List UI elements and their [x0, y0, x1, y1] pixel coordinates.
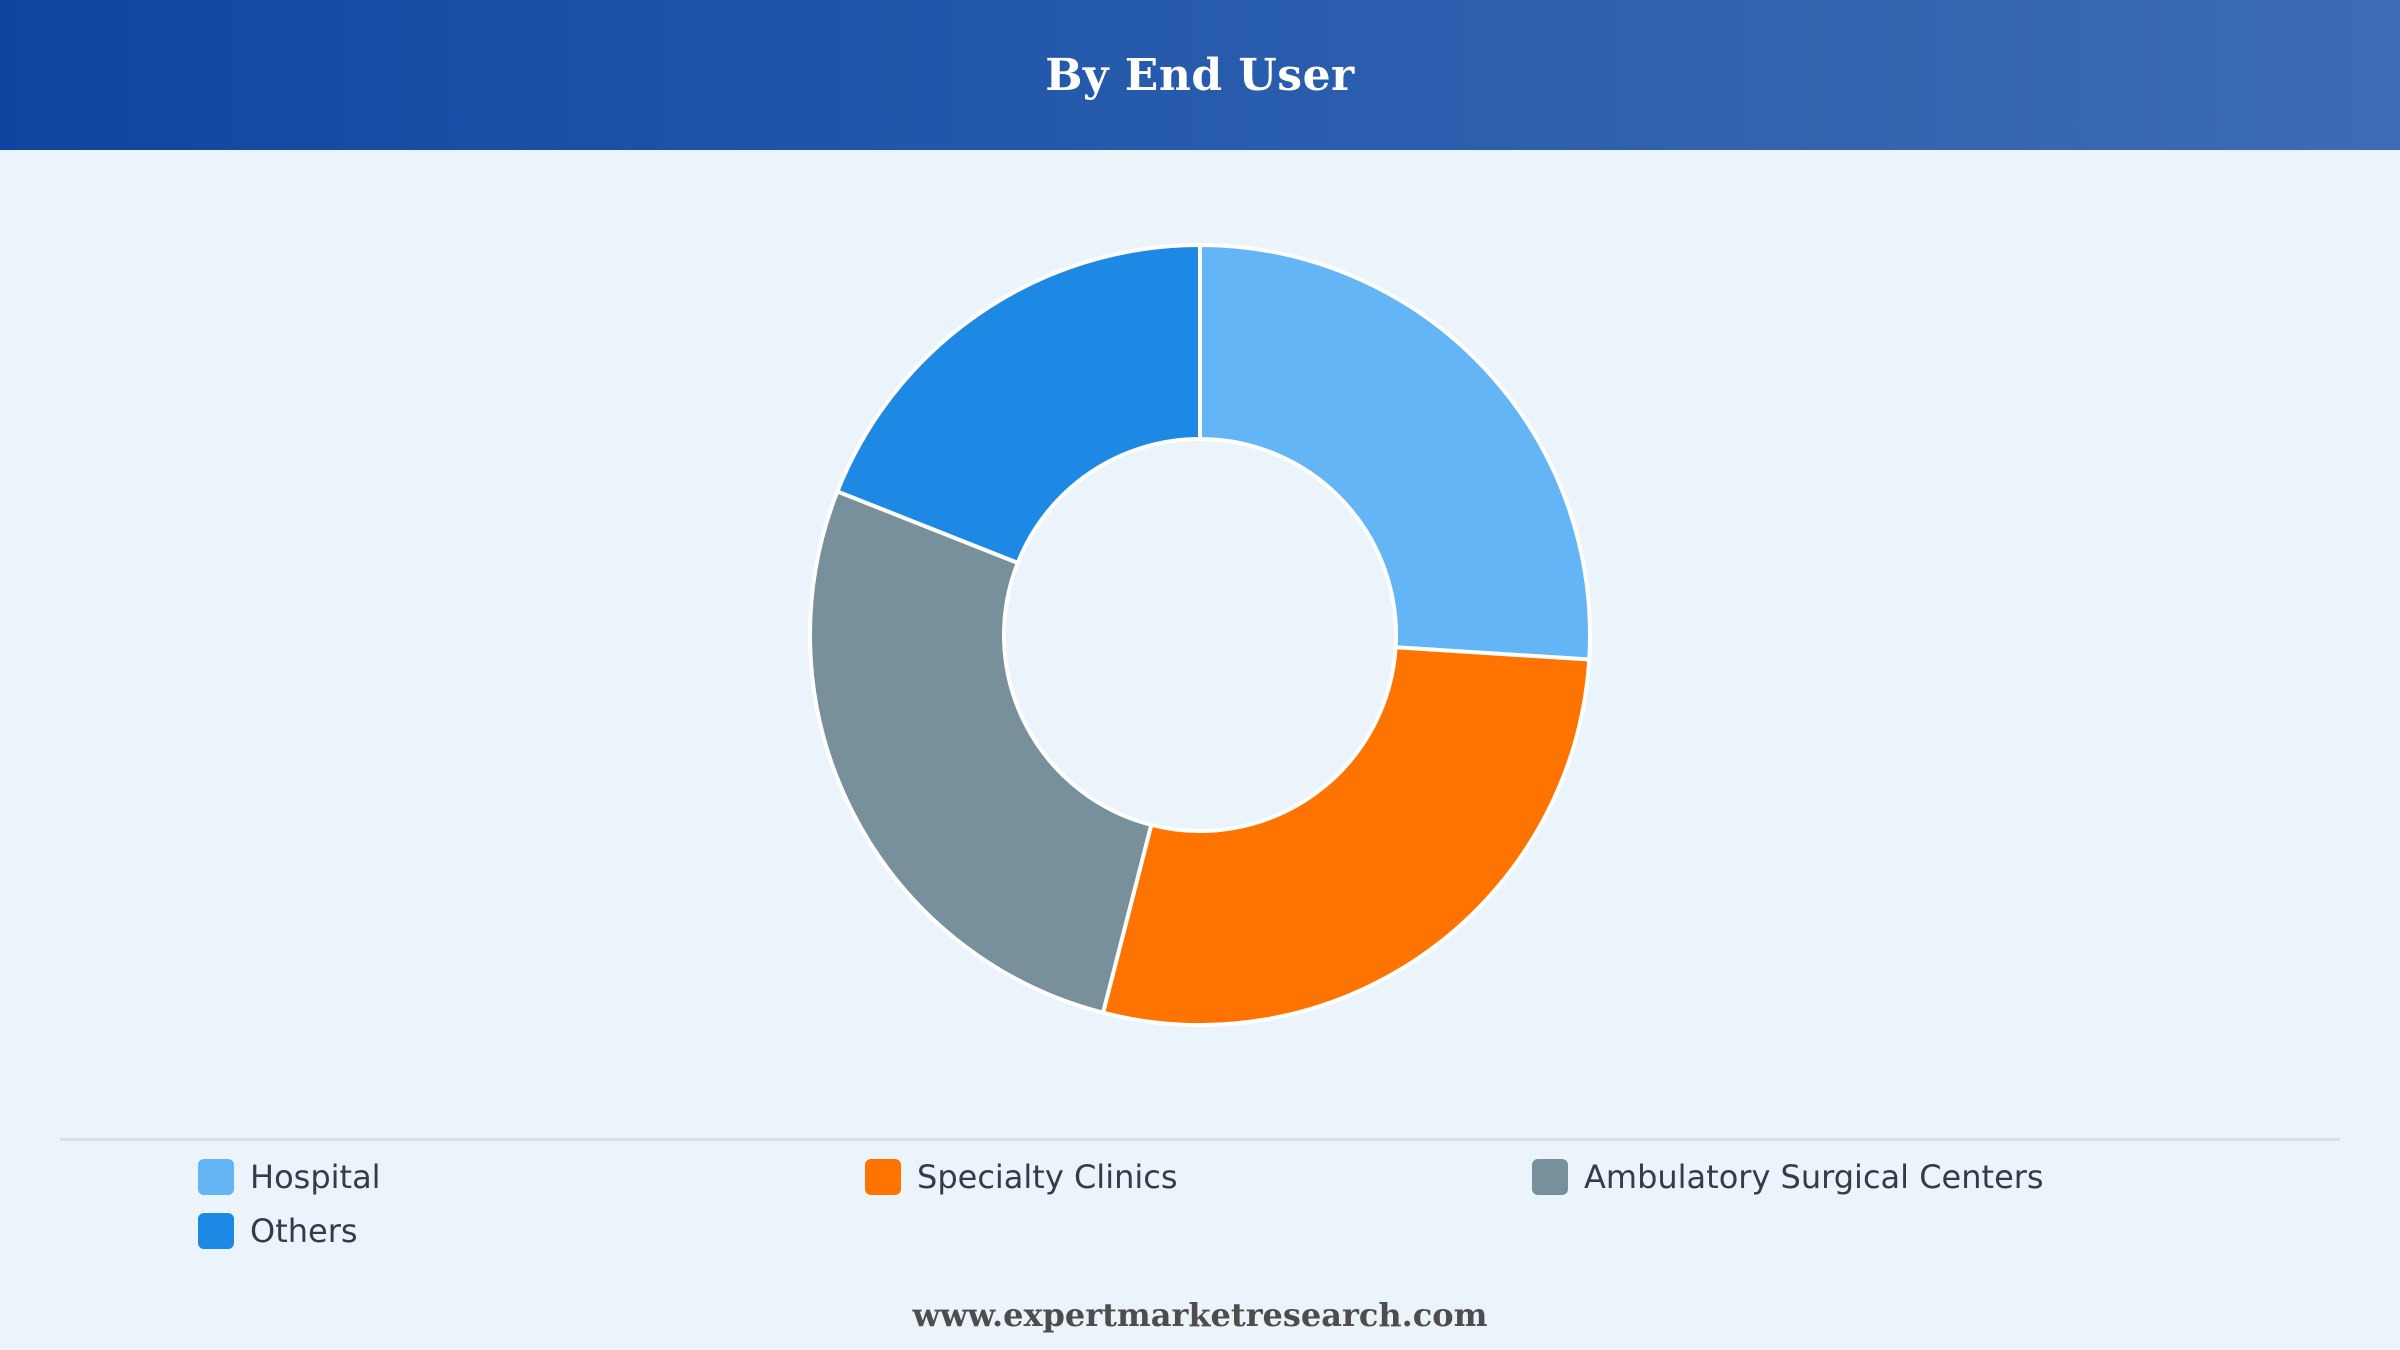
chart-legend: Hospital Specialty Clinics Ambulatory Su…	[0, 1150, 2400, 1260]
chart-title: By End User	[1045, 49, 1355, 101]
legend-swatch-ambulatory-surgical-centers	[1532, 1159, 1568, 1195]
legend-item-ambulatory-surgical-centers[interactable]: Ambulatory Surgical Centers	[1532, 1150, 2044, 1204]
legend-label-others: Others	[250, 1212, 358, 1250]
legend-divider	[60, 1138, 2340, 1141]
legend-swatch-others	[198, 1213, 234, 1249]
donut-slice-ambulatory-surgical-centers[interactable]	[808, 488, 1154, 1016]
legend-swatch-hospital	[198, 1159, 234, 1195]
donut-slice-others[interactable]	[834, 242, 1202, 566]
legend-label-specialty-clinics: Specialty Clinics	[917, 1158, 1178, 1196]
legend-label-hospital: Hospital	[250, 1158, 381, 1196]
legend-swatch-specialty-clinics	[865, 1159, 901, 1195]
donut-slices	[808, 242, 1592, 1028]
header-banner: By End User	[0, 0, 2400, 150]
legend-item-specialty-clinics[interactable]: Specialty Clinics	[865, 1150, 1178, 1204]
legend-item-hospital[interactable]: Hospital	[198, 1150, 381, 1204]
legend-item-others[interactable]: Others	[198, 1204, 358, 1258]
donut-slice-hospital[interactable]	[1198, 242, 1592, 662]
legend-label-ambulatory-surgical-centers: Ambulatory Surgical Centers	[1584, 1158, 2044, 1196]
source-url[interactable]: www.expertmarketresearch.com	[912, 1296, 1488, 1334]
donut-slice-specialty-clinics[interactable]	[1100, 645, 1592, 1028]
